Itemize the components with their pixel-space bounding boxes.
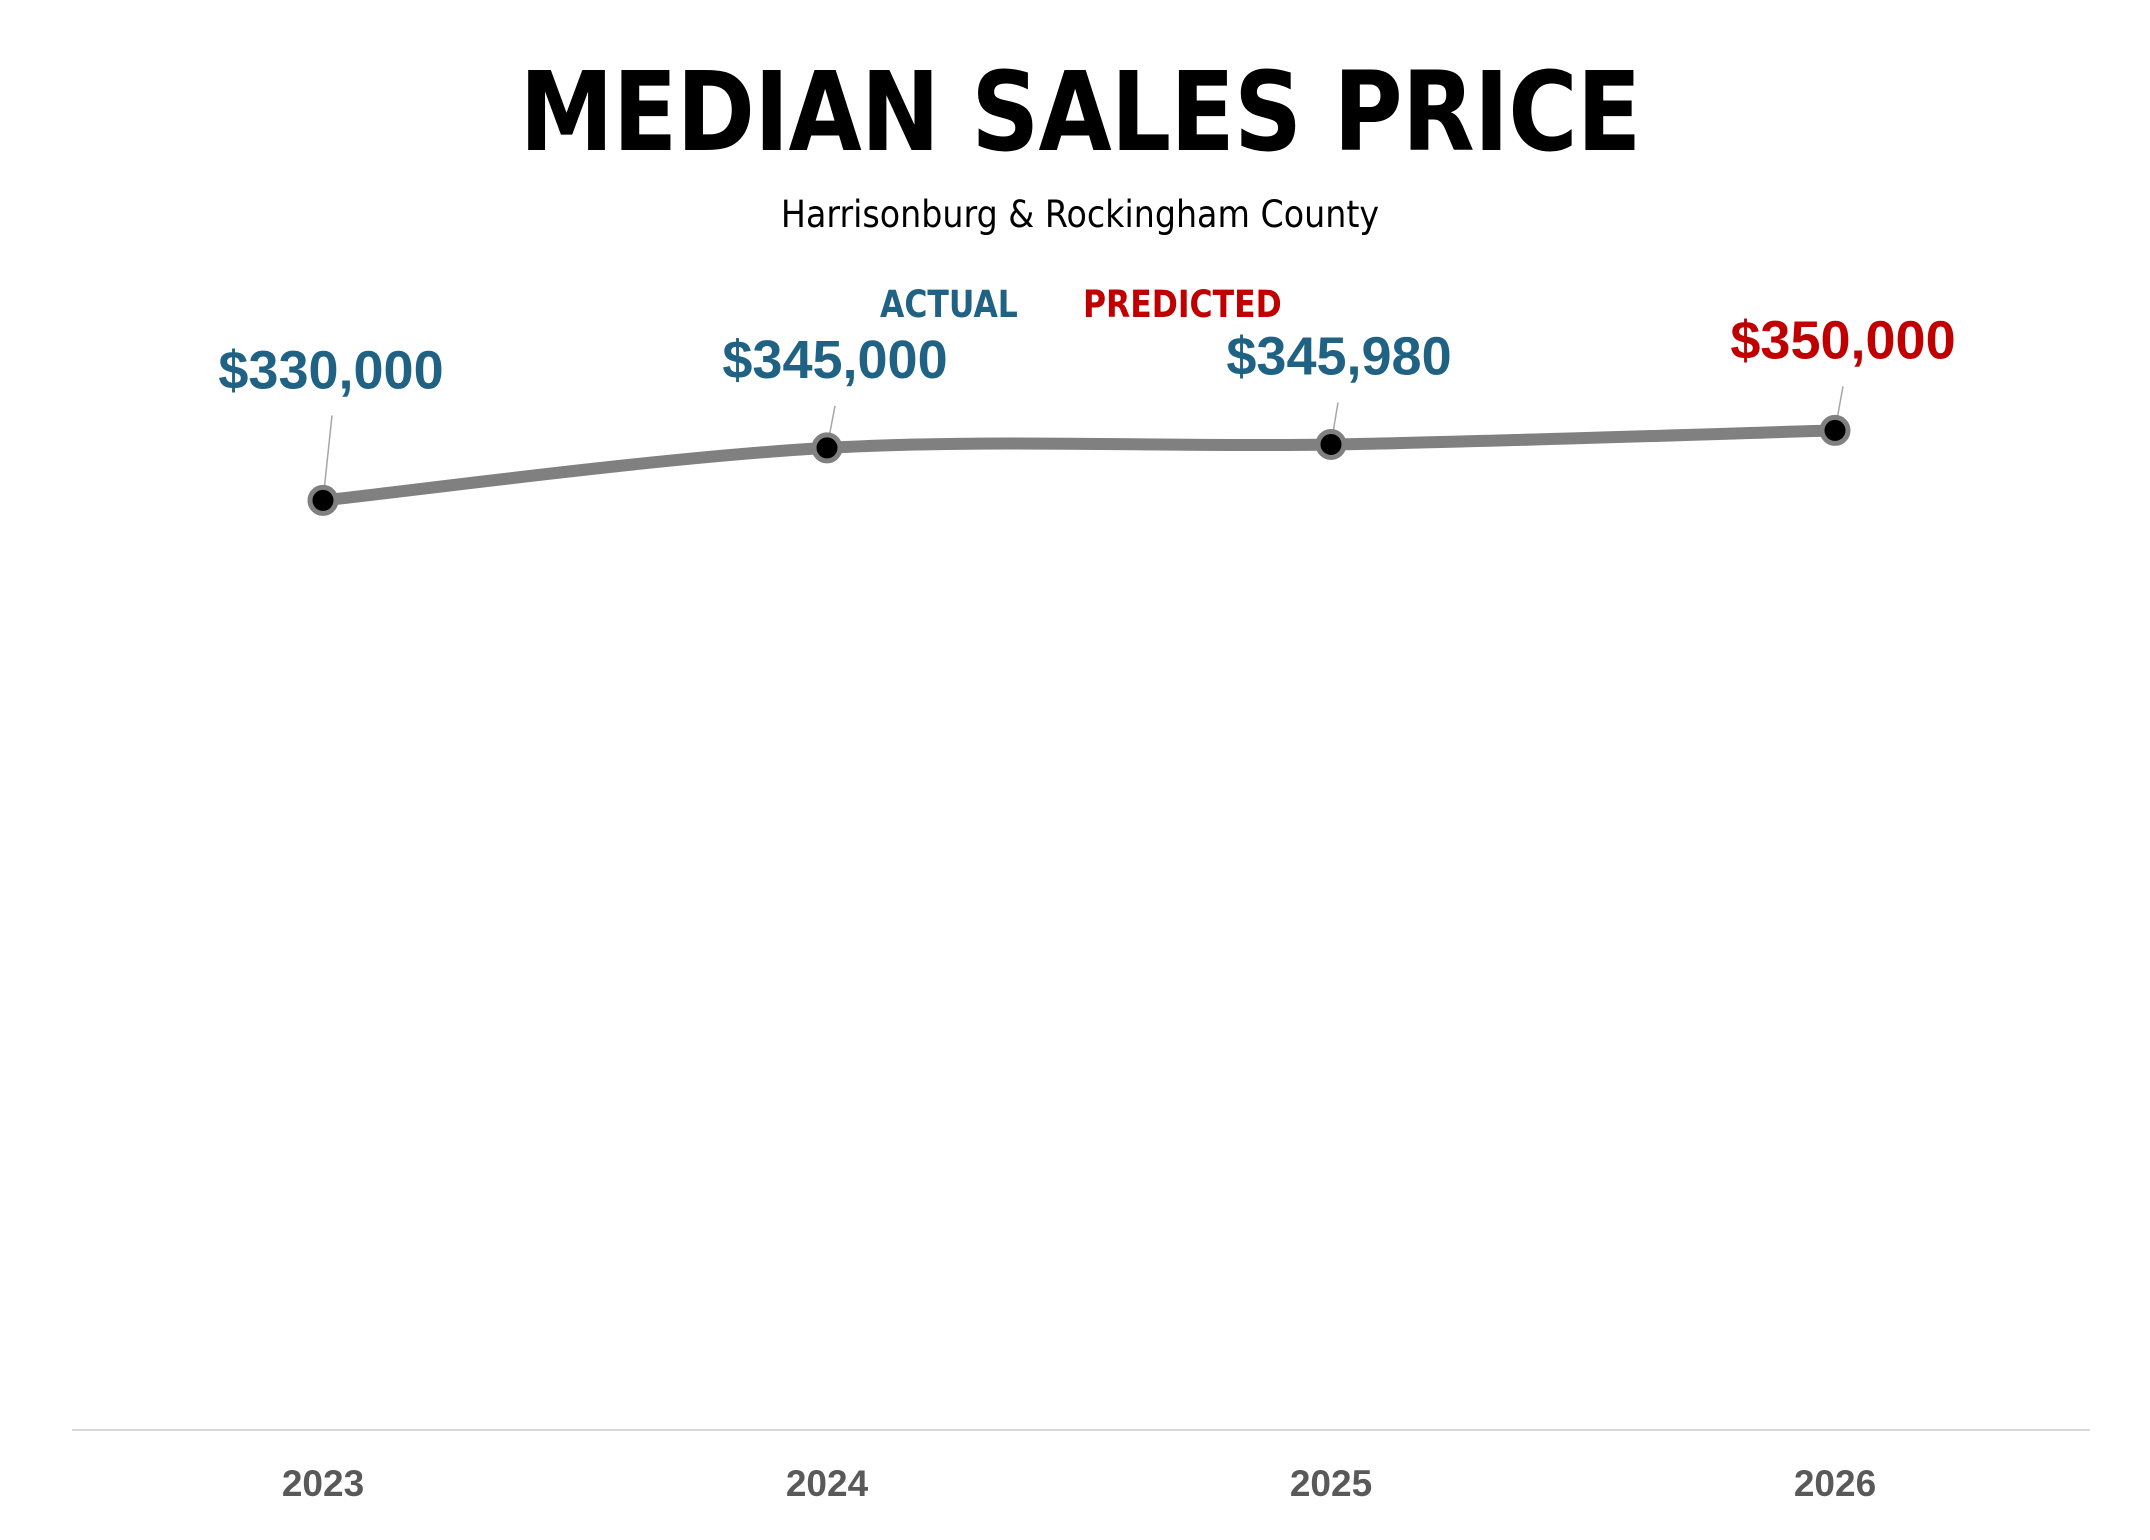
x-tick-2023: 2023 (282, 1463, 364, 1504)
series-line (317, 424, 1841, 507)
data-point-2026 (1819, 414, 1851, 446)
chart-subtitle: Harrisonburg & Rockingham County (780, 193, 1380, 236)
data-label-2026: $350,000 (1730, 310, 1955, 370)
data-label-2024: $345,000 (722, 330, 947, 390)
legend-predicted: PREDICTED (1083, 283, 1282, 326)
data-point-2023 (307, 484, 339, 516)
x-tick-2026: 2026 (1794, 1463, 1876, 1504)
data-label-2023: $330,000 (218, 340, 443, 400)
x-tick-2024: 2024 (786, 1463, 869, 1504)
x-tick-2025: 2025 (1290, 1463, 1372, 1504)
data-point-2025 (1315, 428, 1347, 460)
data-label-2025: $345,980 (1226, 326, 1451, 386)
chart-title: MEDIAN SALES PRICE (519, 48, 1641, 176)
legend-actual: ACTUAL (880, 283, 1018, 326)
data-point-2024 (811, 432, 843, 464)
